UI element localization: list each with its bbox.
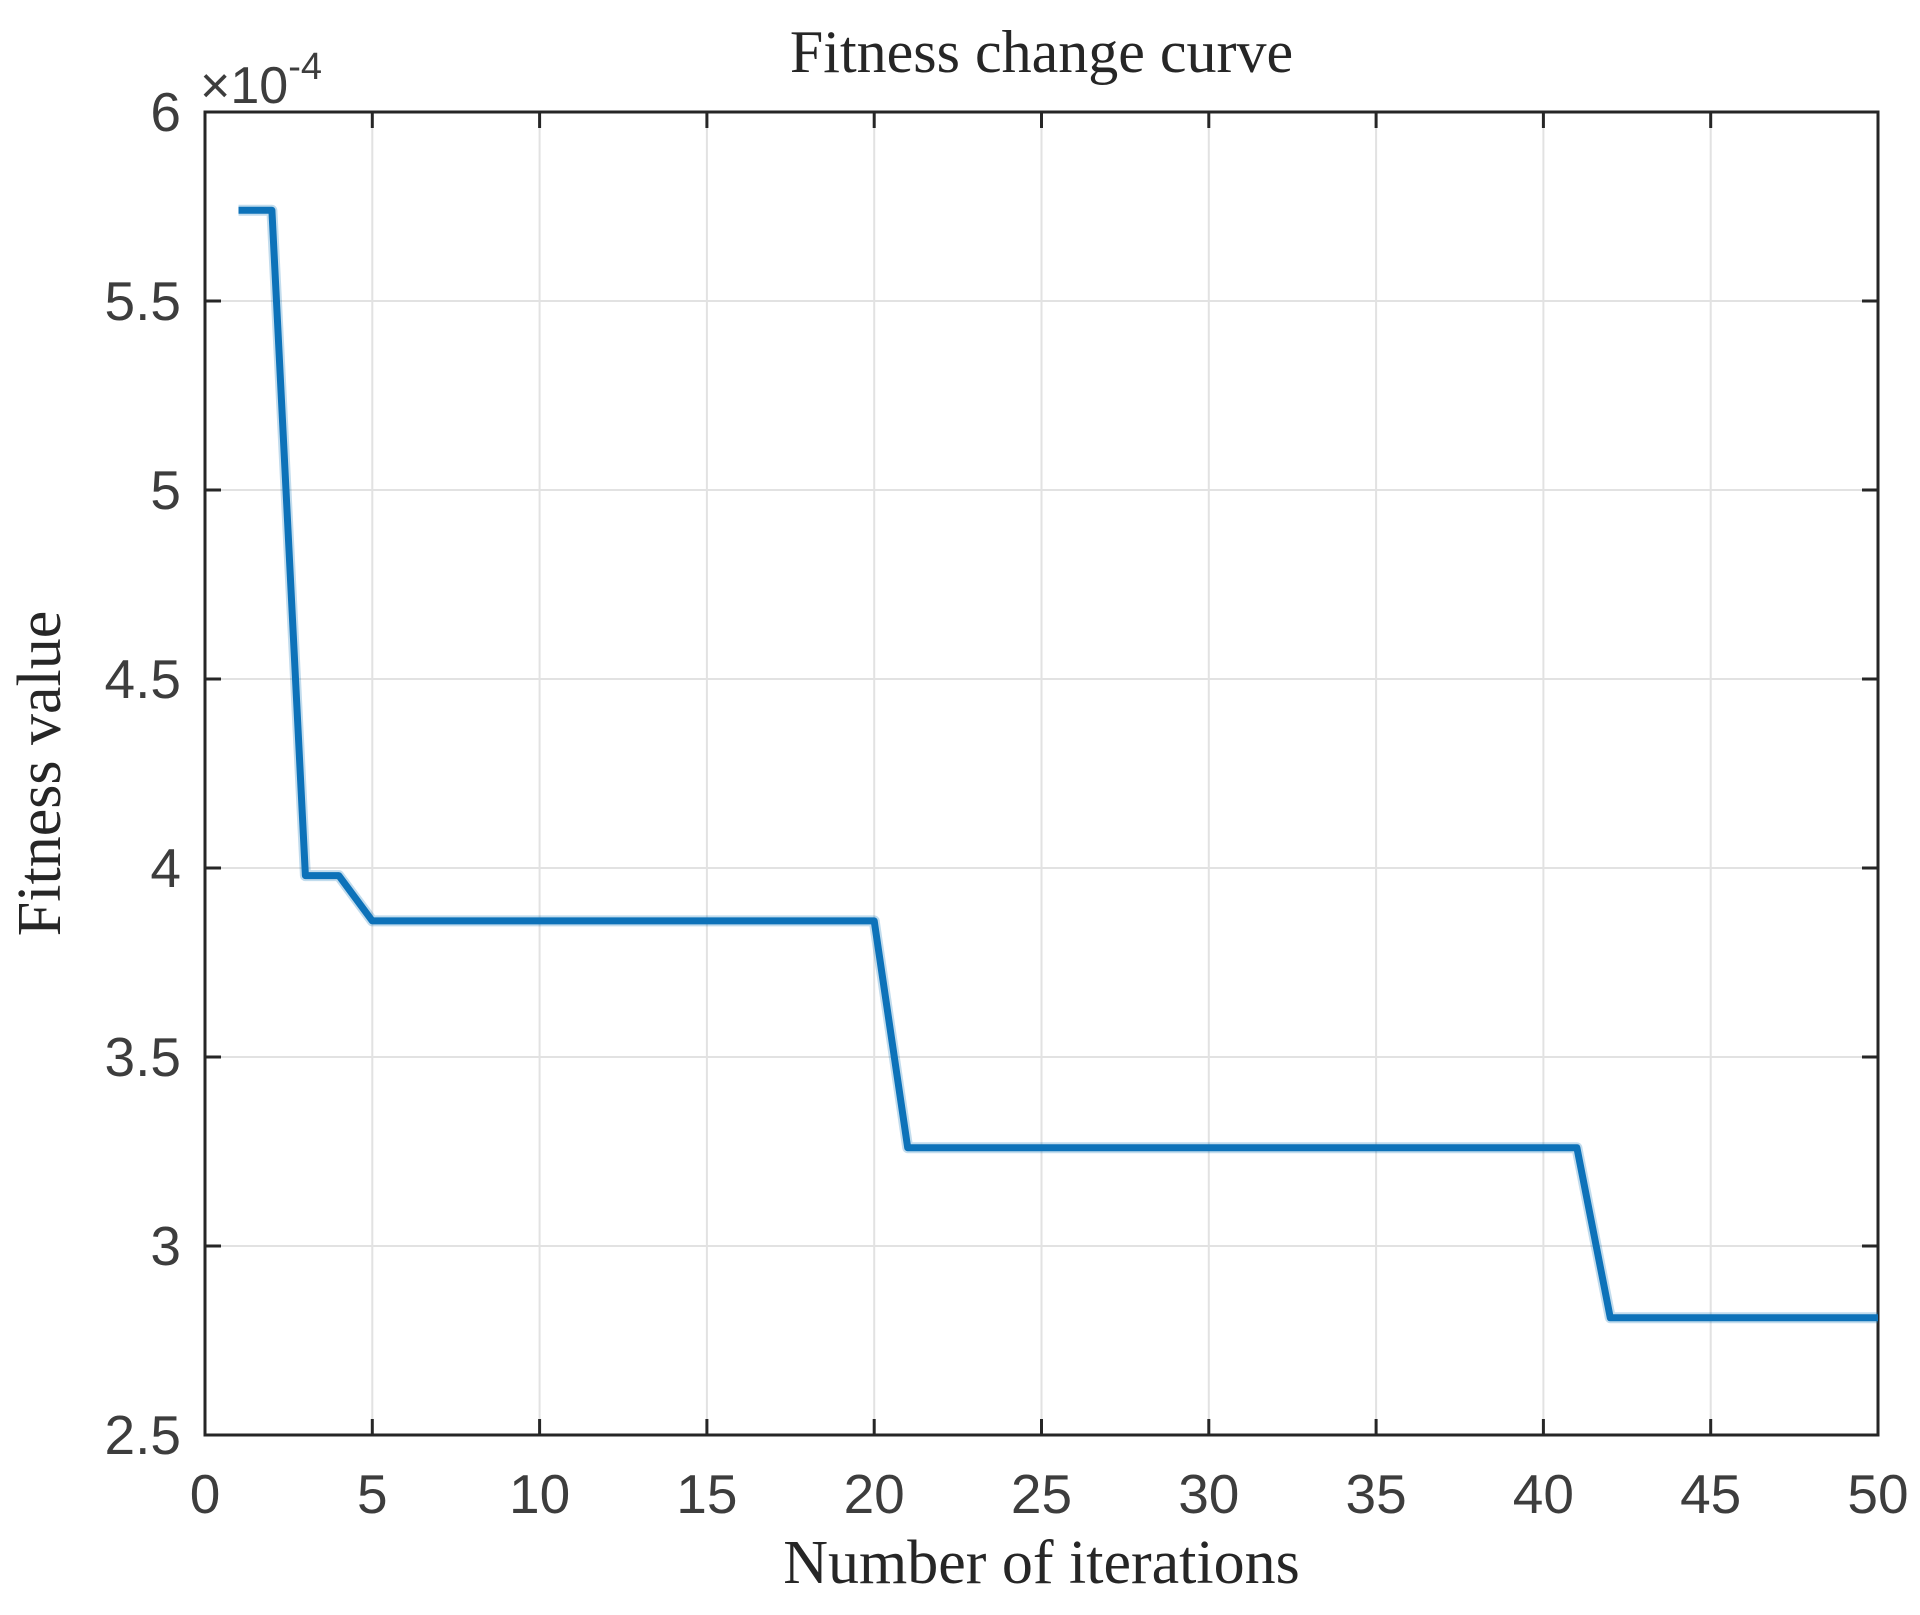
y-axis-label: Fitness value	[6, 611, 74, 936]
x-tick-label-45: 45	[1680, 1463, 1741, 1525]
exponent-base: ×10	[200, 57, 288, 115]
y-tick-label-2.5: 2.5	[105, 1404, 181, 1466]
y-tick-label-5: 5	[150, 459, 181, 521]
y-tick-label-4: 4	[150, 837, 181, 899]
exponent-power: -4	[288, 46, 322, 88]
x-tick-labels: 0 5 10 15 20 25 30 35 40 45 50	[190, 1463, 1909, 1525]
y-tick-label-5.5: 5.5	[105, 270, 181, 332]
x-tick-label-40: 40	[1513, 1463, 1574, 1525]
x-axis-label: Number of iterations	[783, 1529, 1300, 1597]
x-tick-label-30: 30	[1178, 1463, 1239, 1525]
x-tick-label-25: 25	[1011, 1463, 1072, 1525]
y-tick-label-6: 6	[150, 81, 181, 143]
plot-border	[203, 110, 1880, 1437]
x-tick-label-20: 20	[844, 1463, 905, 1525]
y-axis-exponent: ×10-4	[200, 46, 322, 115]
x-tick-label-10: 10	[509, 1463, 570, 1525]
x-tick-label-5: 5	[357, 1463, 388, 1525]
y-tick-label-3: 3	[150, 1215, 181, 1277]
y-tick-label-3.5: 3.5	[105, 1026, 181, 1088]
fitness-curve	[238, 206, 1878, 1322]
gridlines	[205, 112, 1878, 1435]
x-tick-label-0: 0	[190, 1463, 221, 1525]
curve-layer	[238, 204, 1878, 1324]
x-tick-label-50: 50	[1847, 1463, 1908, 1525]
y-tick-labels: 2.5 3 3.5 4 4.5 5 5.5 6	[105, 81, 181, 1466]
x-tick-label-35: 35	[1346, 1463, 1407, 1525]
y-tick-label-4.5: 4.5	[105, 648, 181, 710]
chart-title: Fitness change curve	[790, 19, 1293, 85]
x-tick-label-15: 15	[676, 1463, 737, 1525]
fitness-curve-halo	[238, 204, 1878, 1324]
